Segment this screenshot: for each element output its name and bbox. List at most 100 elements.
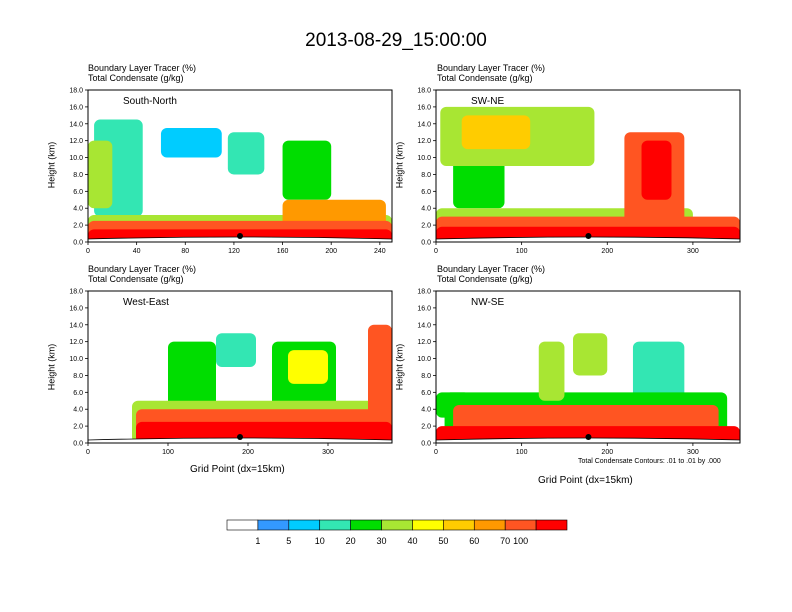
location-marker: [237, 434, 243, 440]
y-tick-label: 0.0: [421, 240, 431, 247]
x-tick-label: 100: [516, 449, 528, 456]
panel-3-svg: NW-SE 0.0 2.0 4.0 6.0 8.0 10.0 12.0 14.0 16.0 18.0…: [417, 289, 741, 456]
field-region-7: [641, 140, 672, 200]
contour-note: Total Condensate Contours: .01 to .01 by…: [578, 458, 721, 465]
colorbar-box: [443, 519, 475, 531]
field-region-0: [160, 128, 222, 158]
y-tick-label: 10.0: [69, 155, 83, 162]
colorbar-label: 5: [286, 536, 292, 546]
x-tick-label: 160: [277, 248, 289, 255]
colorbar-box: [288, 519, 321, 531]
panel-0-svg: South-North 0.0 2.0 4.0 6.0 8.0 10.0 12.0 14.0 16…: [69, 88, 393, 255]
y-tick-label: 14.0: [417, 121, 431, 128]
y-tick-label: 0.0: [73, 441, 83, 448]
colorbar-svg: [226, 519, 568, 531]
plot-frame: [87, 89, 393, 243]
y-tick-label: 14.0: [69, 322, 83, 329]
y-tick-label: 6.0: [421, 189, 431, 196]
colorbar-box: [381, 519, 413, 531]
west-east-panel: West-East 0.0 2.0 4.0 6.0 8.0 10.0 12.0 14.0 16.0…: [58, 287, 398, 467]
field-region-2: [227, 132, 265, 175]
panel4-xlabel: Grid Point (dx=15km): [538, 475, 633, 486]
y-tick-label: 18.0: [69, 88, 83, 95]
y-tick-label: 2.0: [73, 223, 83, 230]
y-tick-label: 10.0: [69, 356, 83, 363]
colorbar: [226, 518, 568, 536]
colorbar-label: 60: [469, 536, 480, 546]
x-tick-label: 240: [374, 248, 386, 255]
panel1-field-label-2: Total Condensate (g/kg): [88, 73, 184, 83]
field-region-6: [368, 324, 392, 443]
y-tick-label: 2.0: [421, 223, 431, 230]
x-tick-label: 300: [687, 248, 699, 255]
x-tick-label: 200: [325, 248, 337, 255]
plot-frame: [435, 89, 741, 243]
field-region-0: [453, 157, 505, 209]
y-tick-label: 14.0: [69, 121, 83, 128]
location-marker: [237, 233, 243, 239]
x-tick-label: 200: [242, 449, 254, 456]
colorbar-box: [319, 519, 351, 531]
y-tick-label: 6.0: [73, 390, 83, 397]
y-tick-label: 18.0: [69, 289, 83, 296]
panel4-field-label-1: Boundary Layer Tracer (%): [437, 264, 546, 274]
y-tick-label: 2.0: [421, 424, 431, 431]
x-tick-label: 100: [516, 248, 528, 255]
colorbar-label: 70: [500, 536, 511, 546]
x-tick-label: 0: [86, 449, 90, 456]
panel4-field-label-2: Total Condensate (g/kg): [437, 274, 533, 284]
x-tick-label: 0: [434, 248, 438, 255]
y-tick-label: 16.0: [417, 104, 431, 111]
panel1-ylabel: Height (km): [46, 141, 57, 189]
colorbar-box: [473, 519, 506, 531]
y-tick-label: 4.0: [73, 407, 83, 414]
field-region-7: [136, 421, 392, 443]
panel3-xlabel: Grid Point (dx=15km): [190, 464, 285, 475]
y-tick-label: 10.0: [417, 155, 431, 162]
colorbar-label: 40: [407, 536, 418, 546]
nw-se-panel: NW-SE 0.0 2.0 4.0 6.0 8.0 10.0 12.0 14.0 16.0 18.0…: [406, 287, 746, 467]
x-tick-label: 0: [86, 248, 90, 255]
panel-title: South-North: [123, 96, 177, 107]
terrain: [436, 437, 740, 443]
figure-title: 2013-08-29_15:00:00: [305, 30, 487, 51]
location-marker: [585, 434, 592, 440]
y-tick-label: 8.0: [421, 172, 431, 179]
y-tick-label: 6.0: [421, 390, 431, 397]
y-tick-label: 18.0: [417, 88, 431, 95]
field-region-4: [288, 350, 328, 384]
panel-3-field: [436, 291, 740, 443]
y-tick-label: 16.0: [69, 305, 83, 312]
panel4-ylabel: Height (km): [394, 343, 405, 391]
x-tick-label: 0: [434, 449, 438, 456]
y-tick-label: 0.0: [421, 441, 431, 448]
field-region-4: [573, 333, 608, 376]
panel-0-field: [88, 90, 392, 242]
y-tick-label: 4.0: [73, 206, 83, 213]
x-tick-label: 300: [322, 449, 334, 456]
colorbar-box: [226, 519, 259, 531]
y-tick-label: 4.0: [421, 206, 431, 213]
x-tick-label: 40: [133, 248, 141, 255]
colorbar-label: 30: [376, 536, 387, 546]
x-tick-label: 120: [228, 248, 240, 255]
panel-1-field: [436, 90, 740, 242]
colorbar-label: 20: [345, 536, 356, 546]
field-region-3: [461, 115, 531, 150]
y-tick-label: 16.0: [69, 104, 83, 111]
y-tick-label: 12.0: [69, 138, 83, 145]
terrain: [436, 236, 740, 242]
x-tick-label: 200: [601, 449, 613, 456]
colorbar-label: 100: [513, 536, 529, 546]
panel-2-svg: West-East 0.0 2.0 4.0 6.0 8.0 10.0 12.0 14.0 16.0…: [69, 289, 393, 456]
colorbar-label: 50: [438, 536, 449, 546]
colorbar-label: 10: [314, 536, 325, 546]
field-region-1: [168, 341, 216, 410]
y-tick-label: 18.0: [417, 289, 431, 296]
field-region-0: [216, 333, 256, 367]
y-tick-label: 12.0: [417, 138, 431, 145]
x-tick-label: 300: [687, 449, 699, 456]
y-tick-label: 12.0: [69, 339, 83, 346]
panel-2-field: [88, 291, 392, 443]
colorbar-box: [350, 519, 382, 531]
